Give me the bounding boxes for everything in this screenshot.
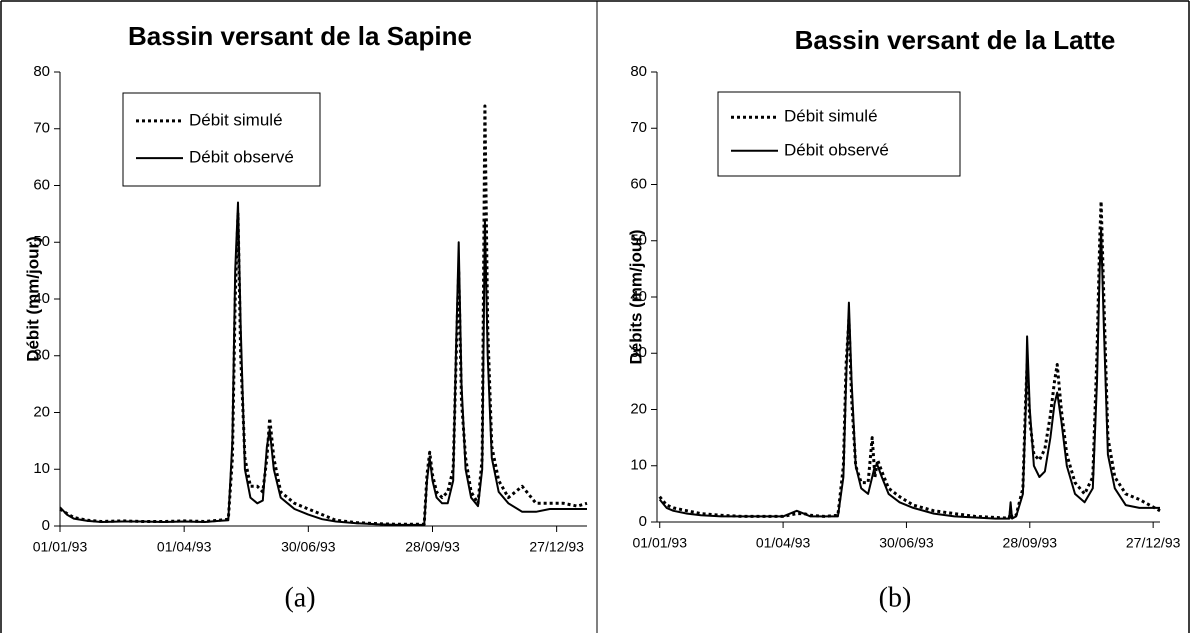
series-line <box>658 199 1161 520</box>
caption: (b) <box>879 582 912 613</box>
y-tick-label: 70 <box>630 119 647 136</box>
chart-title: Bassin versant de la Latte <box>795 25 1116 55</box>
y-axis-label: Débits (mm/jour) <box>626 229 645 364</box>
y-tick-label: 50 <box>33 233 50 250</box>
y-tick-label: 10 <box>630 457 647 474</box>
legend-label: Débit simulé <box>784 107 878 126</box>
y-tick-label: 20 <box>33 403 50 420</box>
legend-label: Débit observé <box>189 148 294 167</box>
chart-title: Bassin versant de la Sapine <box>128 21 472 51</box>
legend-box <box>122 92 321 187</box>
y-tick-label: 40 <box>33 290 50 307</box>
x-tick-label: 30/06/93 <box>879 535 934 551</box>
y-tick-label: 20 <box>630 400 647 417</box>
x-tick-label: 28/09/93 <box>1003 535 1058 551</box>
y-tick-label: 30 <box>630 344 647 361</box>
y-tick-label: 0 <box>42 517 50 534</box>
legend-label: Débit observé <box>784 140 889 159</box>
y-tick-label: 60 <box>630 175 647 192</box>
y-tick-label: 60 <box>33 176 50 193</box>
x-tick-label: 01/01/93 <box>33 539 88 555</box>
y-tick-label: 50 <box>630 232 647 249</box>
y-tick-label: 80 <box>33 63 50 80</box>
x-tick-label: 27/12/93 <box>529 539 584 555</box>
y-tick-label: 0 <box>639 513 647 530</box>
y-tick-label: 80 <box>630 63 647 80</box>
y-axis-label: Débit (mm/jour) <box>23 236 42 362</box>
x-tick-label: 27/12/93 <box>1126 535 1181 551</box>
y-tick-label: 10 <box>33 460 50 477</box>
caption: (a) <box>284 582 315 613</box>
x-tick-label: 01/04/93 <box>756 535 811 551</box>
x-tick-label: 01/01/93 <box>632 535 687 551</box>
y-tick-label: 30 <box>33 347 50 364</box>
x-tick-label: 30/06/93 <box>281 539 336 555</box>
y-tick-label: 70 <box>33 120 50 137</box>
x-tick-label: 28/09/93 <box>405 539 460 555</box>
series-line <box>658 228 1160 520</box>
legend-label: Débit simulé <box>189 110 283 129</box>
x-tick-label: 01/04/93 <box>157 539 212 555</box>
y-tick-label: 40 <box>630 288 647 305</box>
series-line <box>59 201 587 526</box>
legend-box <box>717 91 961 177</box>
